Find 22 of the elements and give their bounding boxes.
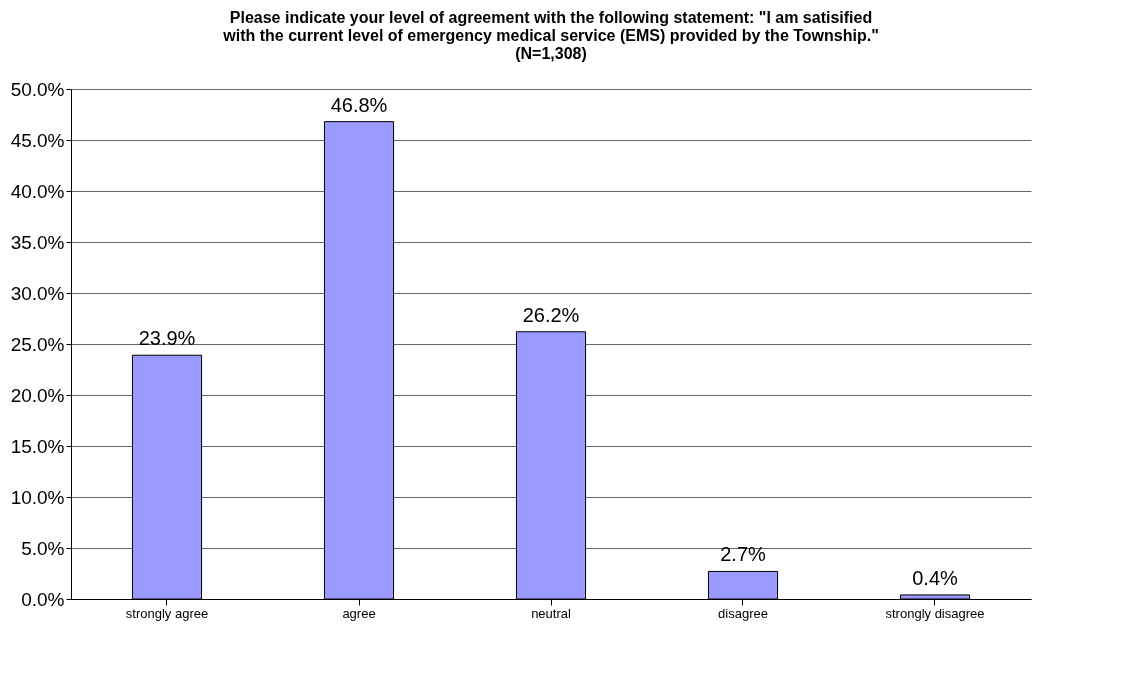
data-label: 46.8%	[330, 93, 388, 116]
y-tick-label: 10.0%	[10, 486, 65, 508]
y-tick-label: 0.0%	[21, 588, 65, 610]
data-label: 26.2%	[522, 303, 580, 326]
y-tick-label: 30.0%	[10, 282, 65, 304]
x-tick-label: agree	[342, 605, 376, 621]
y-tick-label: 35.0%	[10, 231, 65, 253]
y-tick-label: 45.0%	[10, 129, 65, 151]
data-label: 2.7%	[720, 543, 767, 566]
y-tick-label: 5.0%	[21, 537, 65, 559]
y-tick-label: 20.0%	[10, 384, 65, 406]
data-label: 0.4%	[912, 566, 959, 589]
x-tick-label: strongly agree	[125, 605, 209, 621]
x-tick-label: strongly disagree	[885, 605, 985, 621]
x-tick-label: neutral	[531, 605, 571, 621]
x-tick-label: disagree	[718, 605, 768, 621]
y-tick-label: 50.0%	[10, 78, 65, 100]
y-tick-label: 25.0%	[10, 333, 65, 355]
chart-title: Please indicate your level of agreement with the following statement: "I am satisified with the current level of emergency medical service (EMS) provided by the Township." (N=1,308)	[222, 9, 879, 62]
y-tick-label: 15.0%	[10, 435, 65, 457]
y-tick-label: 40.0%	[10, 180, 65, 202]
data-label: 23.9%	[138, 327, 196, 350]
